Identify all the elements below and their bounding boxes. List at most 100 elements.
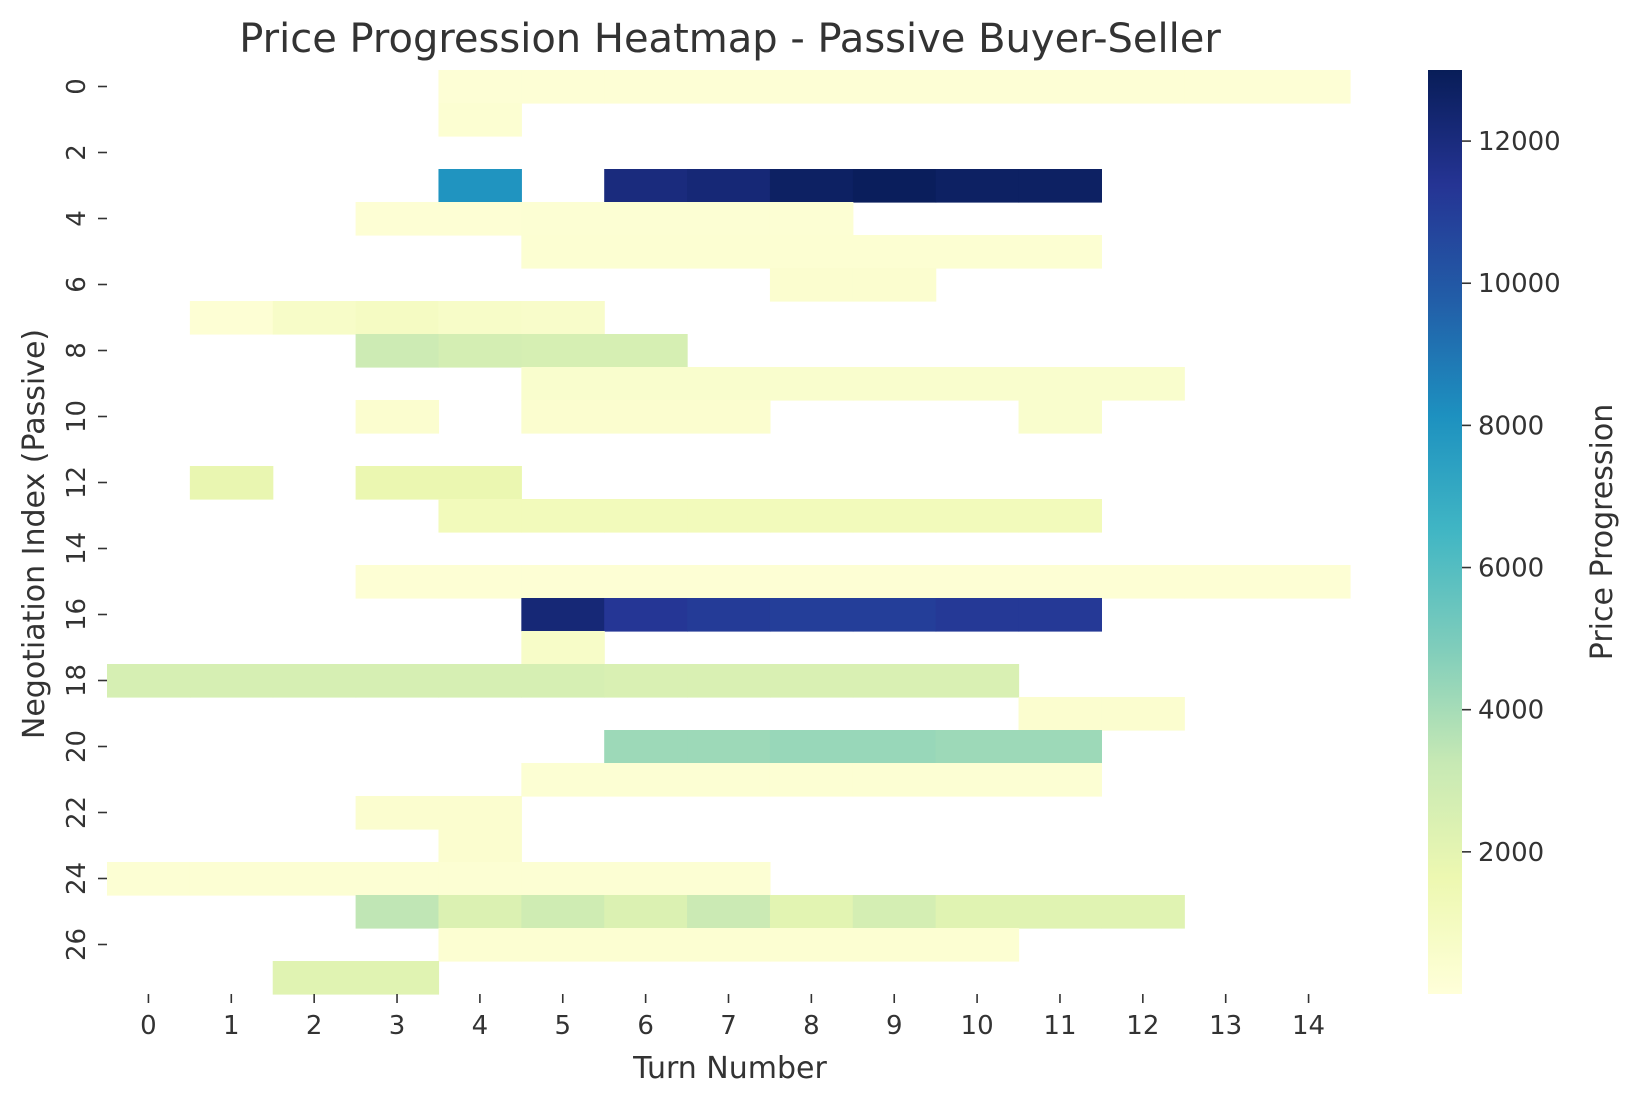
x-tick-label: 9: [886, 1011, 903, 1041]
heatmap-cell: [355, 862, 440, 896]
heatmap-cell: [521, 334, 605, 368]
heatmap-cell: [604, 763, 688, 797]
heatmap-cell: [769, 499, 854, 533]
heatmap-cell: [1018, 499, 1102, 533]
heatmap-cell: [1101, 895, 1185, 929]
heatmap-cell: [521, 400, 605, 434]
y-tick-label: 24: [62, 862, 92, 895]
y-axis-label: Negotiation Index (Passive): [17, 329, 52, 739]
heatmap-cell: [604, 367, 688, 401]
colorbar-tick-label: 4000: [1478, 696, 1544, 726]
heatmap-cell: [852, 169, 937, 203]
heatmap-cell: [1018, 169, 1102, 203]
heatmap-cell: [935, 763, 1020, 797]
heatmap-cell: [521, 301, 605, 335]
heatmap-cell: [687, 70, 771, 104]
heatmap-cell: [687, 598, 771, 632]
heatmap-cell: [1018, 367, 1102, 401]
heatmap-cell: [355, 466, 440, 500]
heatmap-cell: [935, 664, 1020, 698]
heatmap-cell: [687, 235, 771, 269]
colorbar-ticks: 2000 4000 6000 8000 10000 12000: [1462, 127, 1561, 868]
heatmap-cell: [1101, 565, 1185, 599]
heatmap-cell: [852, 928, 937, 962]
heatmap-cell: [604, 334, 688, 368]
heatmap-cell: [935, 730, 1020, 764]
heatmap-cell: [355, 400, 440, 434]
heatmap-cell: [935, 499, 1020, 533]
heatmap-cell: [769, 763, 854, 797]
colorbar: [1428, 70, 1462, 994]
heatmap-cell: [604, 862, 688, 896]
heatmap-cell: [521, 565, 605, 599]
y-tick-label: 22: [62, 796, 92, 829]
heatmap-cell: [521, 763, 605, 797]
colorbar-label: Price Progression: [1585, 404, 1620, 660]
heatmap-cell: [852, 367, 937, 401]
heatmap-cell: [438, 862, 522, 896]
y-tick-label: 6: [62, 276, 92, 293]
heatmap-cell: [521, 367, 605, 401]
x-axis-label: Turn Number: [632, 1051, 827, 1086]
heatmap-cell: [852, 598, 937, 632]
x-tick-label: 12: [1126, 1011, 1159, 1041]
x-tick-label: 3: [389, 1011, 406, 1041]
heatmap-cell: [355, 202, 440, 236]
x-tick-label: 8: [803, 1011, 820, 1041]
heatmap-cell: [438, 169, 522, 203]
heatmap-cells: [107, 70, 1351, 995]
heatmap-cell: [687, 565, 771, 599]
heatmap-cell: [1184, 565, 1268, 599]
y-tick-label: 14: [62, 532, 92, 565]
x-axis-ticks: 0 1 2 3 4 5 6 7 8 9 10 11 12 13 14: [140, 994, 1325, 1041]
heatmap-cell: [1018, 565, 1102, 599]
colorbar-tick-label: 8000: [1478, 411, 1544, 441]
heatmap-cell: [1018, 598, 1102, 632]
heatmap-cell: [769, 367, 854, 401]
heatmap-cell: [604, 169, 688, 203]
heatmap-cell: [438, 202, 522, 236]
heatmap-cell: [687, 664, 771, 698]
heatmap-cell: [604, 202, 688, 236]
heatmap-cell: [438, 103, 522, 137]
heatmap-cell: [438, 664, 522, 698]
heatmap-cell: [604, 928, 688, 962]
heatmap-cell: [687, 367, 771, 401]
heatmap-cell: [438, 70, 522, 104]
heatmap-cell: [521, 862, 605, 896]
y-tick-label: 26: [62, 928, 92, 961]
heatmap-cell: [107, 862, 191, 896]
heatmap-cell: [438, 829, 522, 863]
heatmap-cell: [687, 895, 771, 929]
x-tick-label: 7: [720, 1011, 737, 1041]
x-tick-label: 10: [961, 1011, 994, 1041]
heatmap-cell: [935, 598, 1020, 632]
heatmap-cell: [769, 598, 854, 632]
heatmap-cell: [935, 169, 1020, 203]
heatmap-cell: [521, 598, 605, 632]
heatmap-cell: [1101, 367, 1185, 401]
heatmap-cell: [355, 961, 440, 995]
heatmap-cell: [272, 862, 357, 896]
heatmap-cell: [1267, 565, 1351, 599]
heatmap-cell: [1018, 895, 1102, 929]
x-tick-label: 0: [140, 1011, 157, 1041]
heatmap-cell: [355, 664, 440, 698]
x-tick-label: 6: [637, 1011, 654, 1041]
heatmap-cell: [521, 895, 605, 929]
heatmap-cell: [604, 499, 688, 533]
heatmap-cell: [604, 400, 688, 434]
heatmap-cell: [521, 631, 605, 665]
heatmap-cell: [272, 301, 357, 335]
y-tick-label: 8: [62, 342, 92, 359]
heatmap-cell: [769, 268, 854, 302]
heatmap-cell: [1018, 235, 1102, 269]
x-tick-label: 5: [554, 1011, 571, 1041]
heatmap-cell: [769, 895, 854, 929]
heatmap-cell: [521, 664, 605, 698]
heatmap-cell: [521, 928, 605, 962]
heatmap-cell: [355, 796, 440, 830]
heatmap-cell: [1184, 70, 1268, 104]
colorbar-tick-label: 10000: [1478, 269, 1561, 299]
heatmap-cell: [1267, 70, 1351, 104]
